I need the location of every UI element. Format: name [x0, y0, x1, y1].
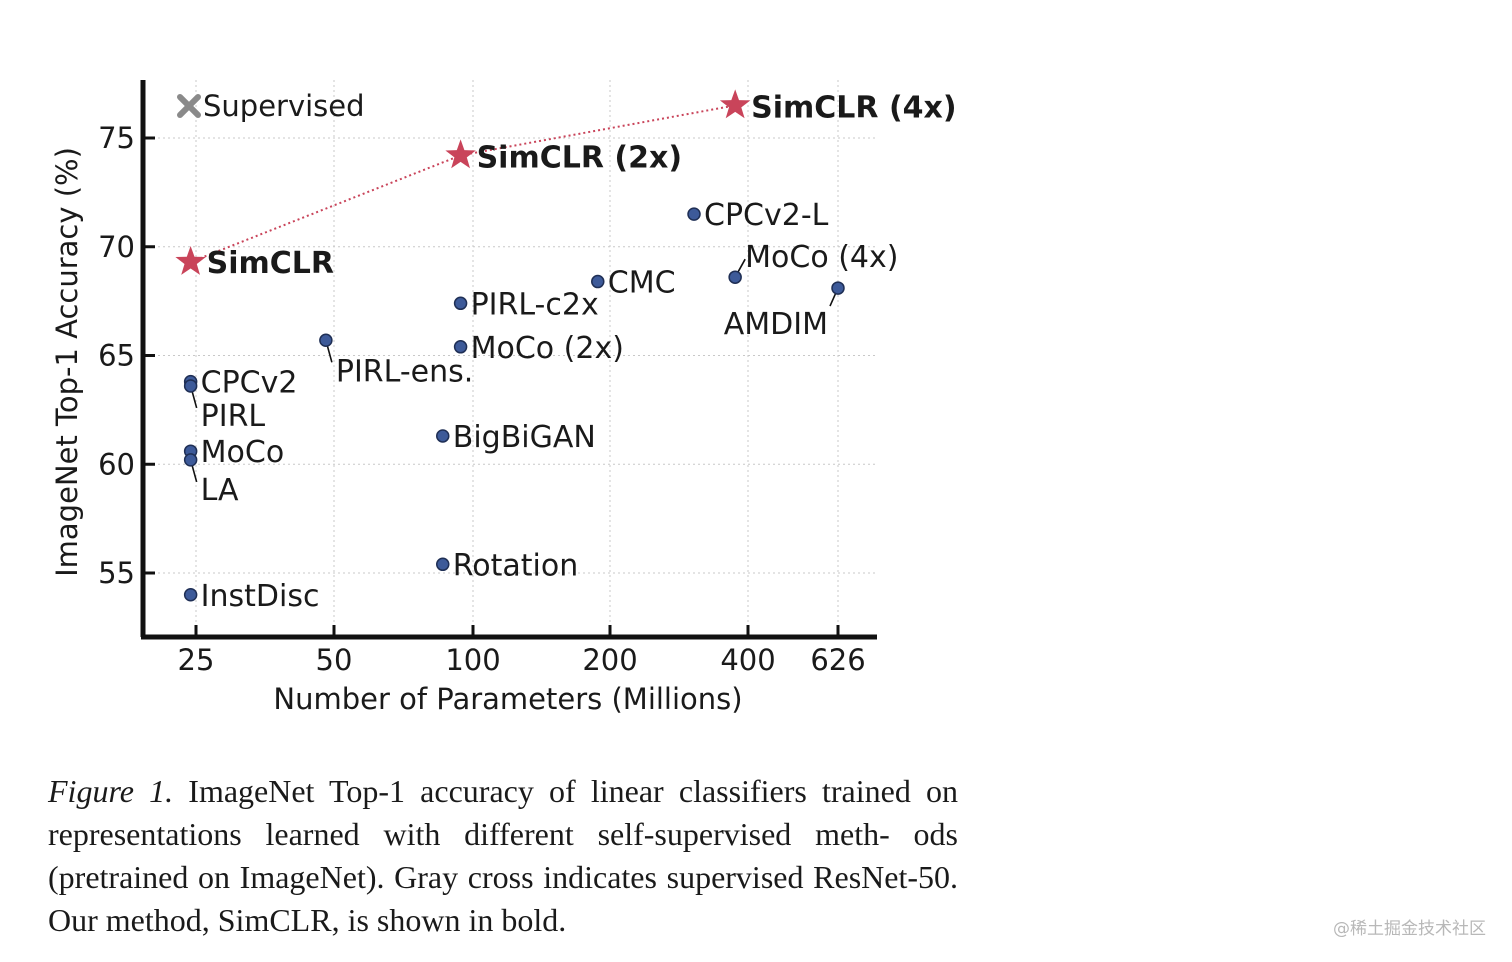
point-pirl — [183, 379, 198, 393]
label-rotation: Rotation — [453, 548, 578, 583]
legend: Supervised — [177, 89, 365, 123]
axes — [140, 80, 877, 640]
point-pirl-ens — [319, 333, 333, 348]
x-axis-label: Number of Parameters (Millions) — [273, 682, 742, 716]
point-bigbigan — [436, 429, 450, 443]
point-moco-2x — [453, 340, 468, 354]
label-moco: MoCo — [201, 435, 285, 470]
y-tick-label-75: 75 — [98, 121, 135, 155]
label-moco-2x: MoCo (2x) — [471, 331, 624, 366]
watermark: @稀土掘金技术社区 — [1333, 919, 1486, 939]
caption-text: ImageNet Top-1 accuracy of linear classi… — [48, 773, 959, 938]
y-tick-label-60: 60 — [98, 447, 135, 481]
simclr-dotted-line — [190, 104, 736, 263]
point-la — [183, 453, 198, 467]
x-tick-label-100: 100 — [445, 643, 500, 677]
label-simclr-2x: SimCLR (2x) — [477, 140, 682, 175]
label-pirl-c2x: PIRL-c2x — [471, 287, 599, 322]
legend-item-supervised: Supervised — [177, 89, 365, 123]
simclr-connector-line — [190, 104, 736, 263]
figure-caption: Figure 1. ImageNet Top-1 accuracy of lin… — [48, 770, 958, 942]
x-tick-label-400: 400 — [720, 643, 775, 677]
x-tick-label-25: 25 — [178, 643, 215, 677]
point-amdim — [831, 281, 845, 295]
data-points — [175, 89, 845, 602]
grid-lines — [143, 80, 877, 637]
star-simclr — [175, 246, 206, 275]
legend-cross-b — [177, 94, 201, 118]
x-tick-label-626: 626 — [810, 643, 865, 677]
label-amdim: AMDIM — [724, 307, 828, 342]
y-axis-label: ImageNet Top-1 Accuracy (%) — [50, 147, 84, 577]
label-cpcv2: CPCv2 — [201, 366, 298, 401]
y-tick-label-65: 65 — [98, 339, 135, 373]
y-tick-label-55: 55 — [98, 556, 135, 590]
label-moco-4x: MoCo (4x) — [745, 240, 898, 275]
label-cpcv2-l: CPCv2-L — [704, 198, 829, 233]
x-tick-label-200: 200 — [582, 643, 637, 677]
star-simclr-2x — [445, 139, 476, 169]
label-pirl-ens: PIRL-ens. — [336, 354, 473, 389]
point-moco-4x — [728, 270, 742, 284]
label-instdisc: InstDisc — [201, 579, 320, 614]
label-cmc: CMC — [608, 266, 676, 301]
y-tick-label-70: 70 — [98, 230, 135, 264]
star-simclr-4x — [719, 89, 751, 119]
label-la: LA — [201, 473, 239, 508]
label-bigbigan: BigBiGAN — [453, 420, 596, 455]
label-simclr-4x: SimCLR (4x) — [751, 90, 956, 125]
label-simclr: SimCLR — [207, 246, 334, 281]
point-cmc — [591, 274, 605, 289]
figure-label: Figure 1. — [48, 773, 174, 809]
point-rotation — [436, 557, 450, 572]
legend-label: Supervised — [203, 89, 365, 123]
point-cpcv2-l — [687, 207, 701, 221]
point-instdisc — [183, 588, 198, 602]
point-pirl-c2x — [453, 296, 468, 311]
tick-labels: 55 60 65 70 75 25 50 100 200 400 626 — [98, 121, 866, 677]
x-tick-label-50: 50 — [316, 643, 353, 677]
label-pirl: PIRL — [201, 399, 266, 434]
